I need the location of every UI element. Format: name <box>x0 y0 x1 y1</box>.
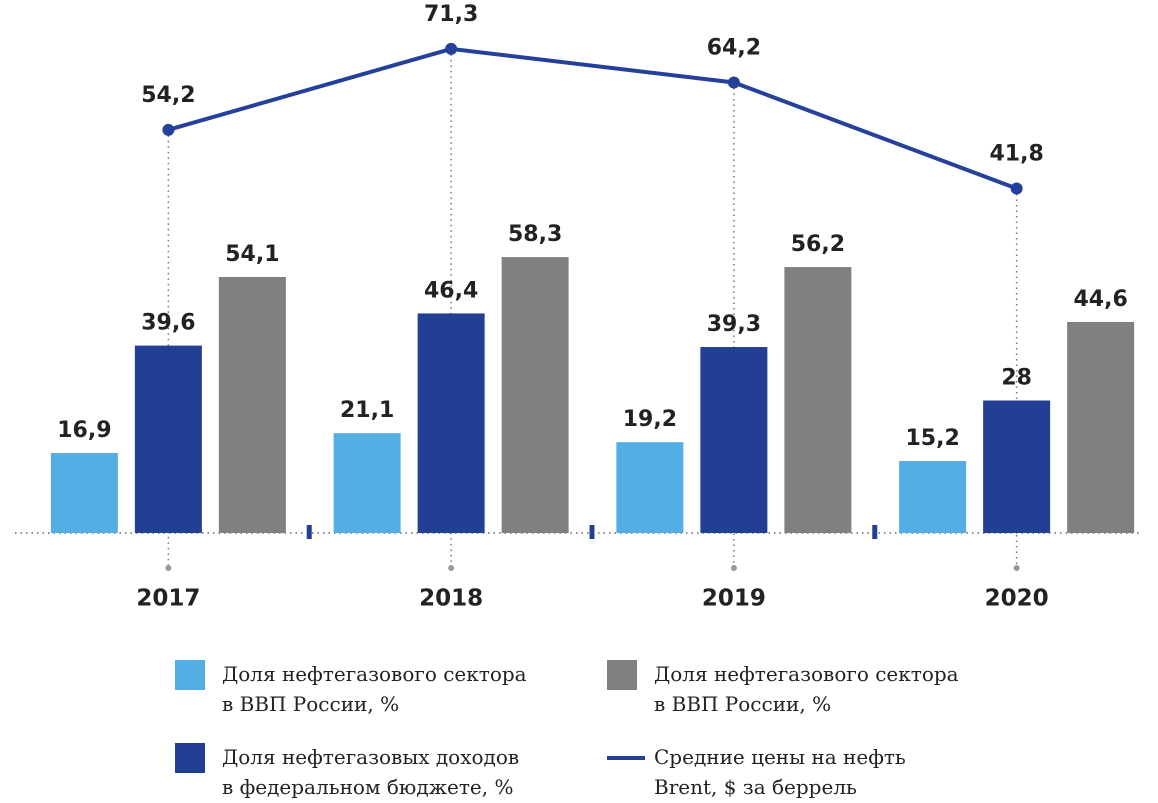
line-point <box>727 76 740 89</box>
legend-label: Доля нефтегазового сектора в ВВП России,… <box>654 662 959 716</box>
bar <box>417 313 485 533</box>
tick-dot <box>448 565 455 571</box>
bar <box>899 461 967 533</box>
value-label: 28 <box>1001 366 1032 391</box>
legend-label: Доля нефтегазовых доходов в федеральном … <box>222 745 520 799</box>
legend-line <box>607 756 645 760</box>
value-label: 19,2 <box>623 407 677 432</box>
legend-label: Доля нефтегазового сектора в ВВП России,… <box>222 662 527 716</box>
legend-label: Средние цены на нефть Brent, $ за беррел… <box>654 745 906 799</box>
line <box>167 46 1018 191</box>
bar <box>1067 321 1135 533</box>
value-label: 54,1 <box>225 242 279 267</box>
bar <box>333 433 401 533</box>
x-tick-label: 2017 <box>136 586 200 612</box>
value-label: 54,2 <box>141 83 195 108</box>
bar <box>983 400 1051 533</box>
value-label: 39,3 <box>707 312 761 337</box>
bar <box>501 257 569 533</box>
line-point <box>445 42 458 55</box>
bar <box>218 276 286 533</box>
bar <box>700 347 768 533</box>
separator <box>306 525 312 539</box>
value-label: 16,9 <box>57 418 111 443</box>
line-point <box>1010 182 1023 195</box>
tick-dot <box>1013 565 1020 571</box>
bar <box>134 345 202 533</box>
value-label: 15,2 <box>905 426 959 451</box>
line-point <box>162 123 175 136</box>
bar <box>784 267 852 533</box>
x-tick-label: 2020 <box>985 586 1049 612</box>
value-label: 71,3 <box>424 2 478 27</box>
bar <box>50 453 118 533</box>
value-label: 21,1 <box>340 398 394 423</box>
value-label: 64,2 <box>707 36 761 61</box>
legend-swatch <box>607 660 637 690</box>
legend-swatch <box>175 743 205 773</box>
legend-swatch <box>175 660 205 690</box>
value-label: 44,6 <box>1073 287 1127 312</box>
value-label: 58,3 <box>508 222 562 247</box>
tick-dot <box>730 565 737 571</box>
separator <box>589 525 595 539</box>
value-label: 39,6 <box>141 311 195 336</box>
separator <box>872 525 878 539</box>
bar <box>616 442 684 533</box>
tick-dot <box>165 565 172 571</box>
value-label: 46,4 <box>424 278 478 303</box>
value-label: 56,2 <box>791 232 845 257</box>
value-label: 41,8 <box>989 142 1043 167</box>
x-tick-label: 2019 <box>702 586 766 612</box>
x-tick-label: 2018 <box>419 586 483 612</box>
